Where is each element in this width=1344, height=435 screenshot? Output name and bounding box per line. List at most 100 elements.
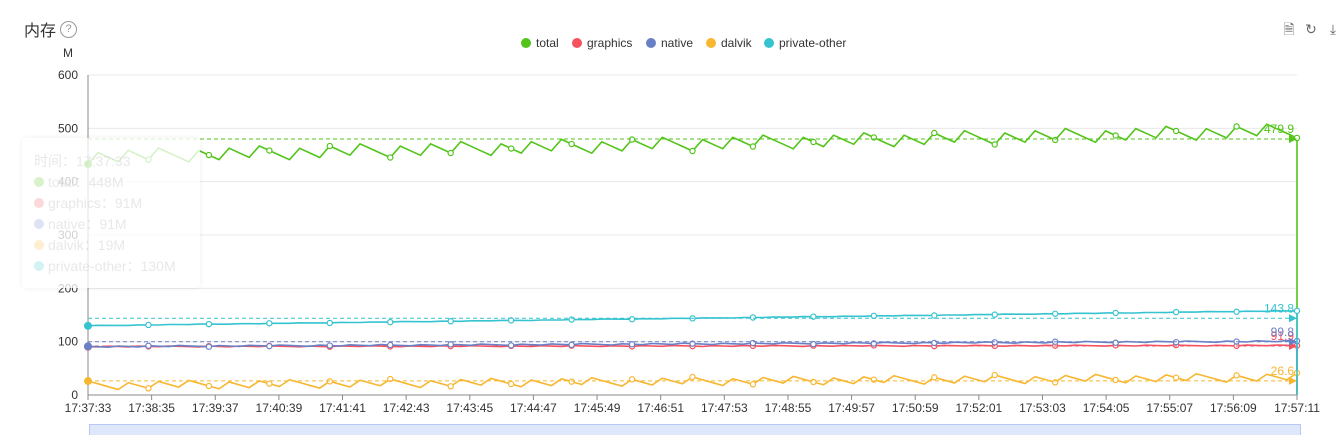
- legend-label-private-other: private-other: [779, 36, 846, 50]
- panel-title: 内存 ?: [24, 17, 78, 41]
- series-point-private-other: [507, 317, 515, 324]
- avg-arrow-dalvik: [1289, 376, 1297, 385]
- series-point-private-other: [568, 316, 575, 323]
- series-point-dalvik: [931, 374, 938, 381]
- series-point-native: [568, 341, 575, 349]
- x-tick-label: 17:45:49: [574, 401, 621, 415]
- x-tick-label: 17:52:01: [955, 401, 1002, 415]
- series-point-total: [810, 138, 817, 146]
- series-point-private-other: [1051, 310, 1059, 317]
- legend-dot-icon: [764, 38, 774, 48]
- series-point-native: [326, 342, 333, 349]
- series-point-total: [1172, 127, 1180, 135]
- series-line-dalvik: [87, 371, 1298, 395]
- series-line-graphics: [87, 344, 1298, 395]
- legend-dot-icon: [646, 38, 656, 48]
- legend-label-native: native: [661, 36, 693, 50]
- y-tick-label: 600: [58, 68, 78, 82]
- avg-label-dalvik: 26.6: [1271, 364, 1295, 378]
- series-point-dalvik: [1233, 372, 1240, 379]
- help-icon[interactable]: ?: [60, 20, 78, 38]
- series-point-dalvik: [991, 371, 998, 379]
- tooltip-total: total：448M: [48, 173, 124, 190]
- legend-dot-icon: [34, 176, 44, 187]
- tooltip-graphics: graphics：91M: [48, 194, 143, 211]
- series-point-total: [931, 129, 938, 137]
- x-tick-label: 17:37:33: [65, 401, 112, 415]
- series-point-native: [205, 343, 213, 350]
- legend-dot-icon: [572, 38, 582, 48]
- series-point-private-other: [447, 318, 454, 325]
- x-tick-label: 17:38:35: [128, 401, 175, 415]
- tooltip-dalvik: dalvik：19M: [48, 236, 126, 253]
- series-point-total: [568, 140, 575, 148]
- avg-label-graphics: 91.9: [1271, 329, 1295, 343]
- x-tick-label: 17:47:53: [701, 401, 748, 415]
- series-point-native: [749, 339, 757, 347]
- series-point-dalvik: [507, 380, 515, 388]
- series-point-native: [810, 340, 817, 348]
- avg-label-total: 479.9: [1264, 122, 1294, 136]
- series-point-native: [931, 339, 938, 347]
- series-point-private-other: [1293, 307, 1301, 315]
- tooltip-row-private-other: private-other：130M: [34, 255, 188, 276]
- series-point-private-other: [266, 320, 273, 327]
- series-point-dalvik: [568, 378, 575, 385]
- x-tick-label: 17:41:41: [319, 401, 366, 415]
- series-point-dalvik: [205, 382, 213, 390]
- zoom-slider[interactable]: [89, 424, 1301, 435]
- series-point-total: [205, 151, 213, 159]
- x-tick-label: 17:53:03: [1019, 401, 1066, 415]
- series-point-total: [1233, 123, 1240, 130]
- doc-icon[interactable]: 🗎: [1283, 21, 1295, 37]
- series-point-private-other: [991, 311, 998, 318]
- legend-dot-icon: [706, 38, 716, 48]
- x-tick-label: 17:40:39: [256, 401, 303, 415]
- toolbar: 🗎 ↻ ⤓: [1282, 22, 1340, 36]
- series-point-private-other: [326, 319, 333, 327]
- avg-arrow-total: [1289, 135, 1297, 144]
- series-point-dalvik: [145, 385, 152, 392]
- series-point-private-other: [1172, 308, 1180, 316]
- series-point-private-other: [870, 312, 878, 319]
- download-icon[interactable]: ⤓: [1329, 21, 1337, 37]
- series-point-private-other: [387, 318, 394, 326]
- tooltip: 时间：17:37:33 total：448M graphics：91M nati…: [22, 138, 200, 288]
- series-point-private-other: [145, 321, 152, 329]
- y-axis-unit: M: [63, 46, 73, 60]
- tooltip-row-total: total：448M: [34, 171, 188, 192]
- avg-arrow-private-other: [1289, 314, 1297, 323]
- series-point-private-other: [749, 314, 757, 321]
- series-line-total: [87, 123, 1298, 395]
- series-point-total: [1051, 136, 1059, 144]
- x-tick-label: 17:57:11: [1274, 401, 1320, 415]
- series-start-point-private-other: [84, 321, 92, 330]
- series-point-private-other: [931, 312, 938, 319]
- series-point-total: [991, 141, 998, 148]
- series-point-total: [749, 143, 757, 150]
- legend-dot-icon: [34, 239, 44, 250]
- series-point-total: [326, 142, 333, 150]
- x-tick-label: 17:48:55: [765, 401, 812, 415]
- x-tick-label: 17:42:43: [383, 401, 430, 415]
- legend-label-total: total: [536, 36, 559, 50]
- y-tick-label: 0: [71, 388, 78, 402]
- refresh-icon[interactable]: ↻: [1305, 21, 1317, 37]
- legend-label-dalvik: dalvik: [721, 36, 753, 50]
- series-point-total: [689, 147, 696, 155]
- tooltip-row-native: native：91M: [34, 213, 188, 234]
- series-point-private-other: [1112, 309, 1119, 317]
- series-point-native: [507, 342, 515, 349]
- series-point-total: [447, 149, 454, 157]
- series-point-private-other: [628, 316, 636, 323]
- avg-label-private-other: 143.8: [1264, 301, 1294, 315]
- legend-dot-icon: [34, 197, 44, 208]
- x-tick-label: 17:54:05: [1083, 401, 1130, 415]
- legend-dot-icon: [34, 260, 44, 271]
- series-point-total: [507, 145, 515, 152]
- x-tick-label: 17:39:37: [192, 401, 239, 415]
- series-point-dalvik: [447, 383, 454, 390]
- series-point-native: [689, 340, 696, 347]
- series-point-native: [447, 341, 454, 348]
- legend-dot-icon: [34, 218, 44, 229]
